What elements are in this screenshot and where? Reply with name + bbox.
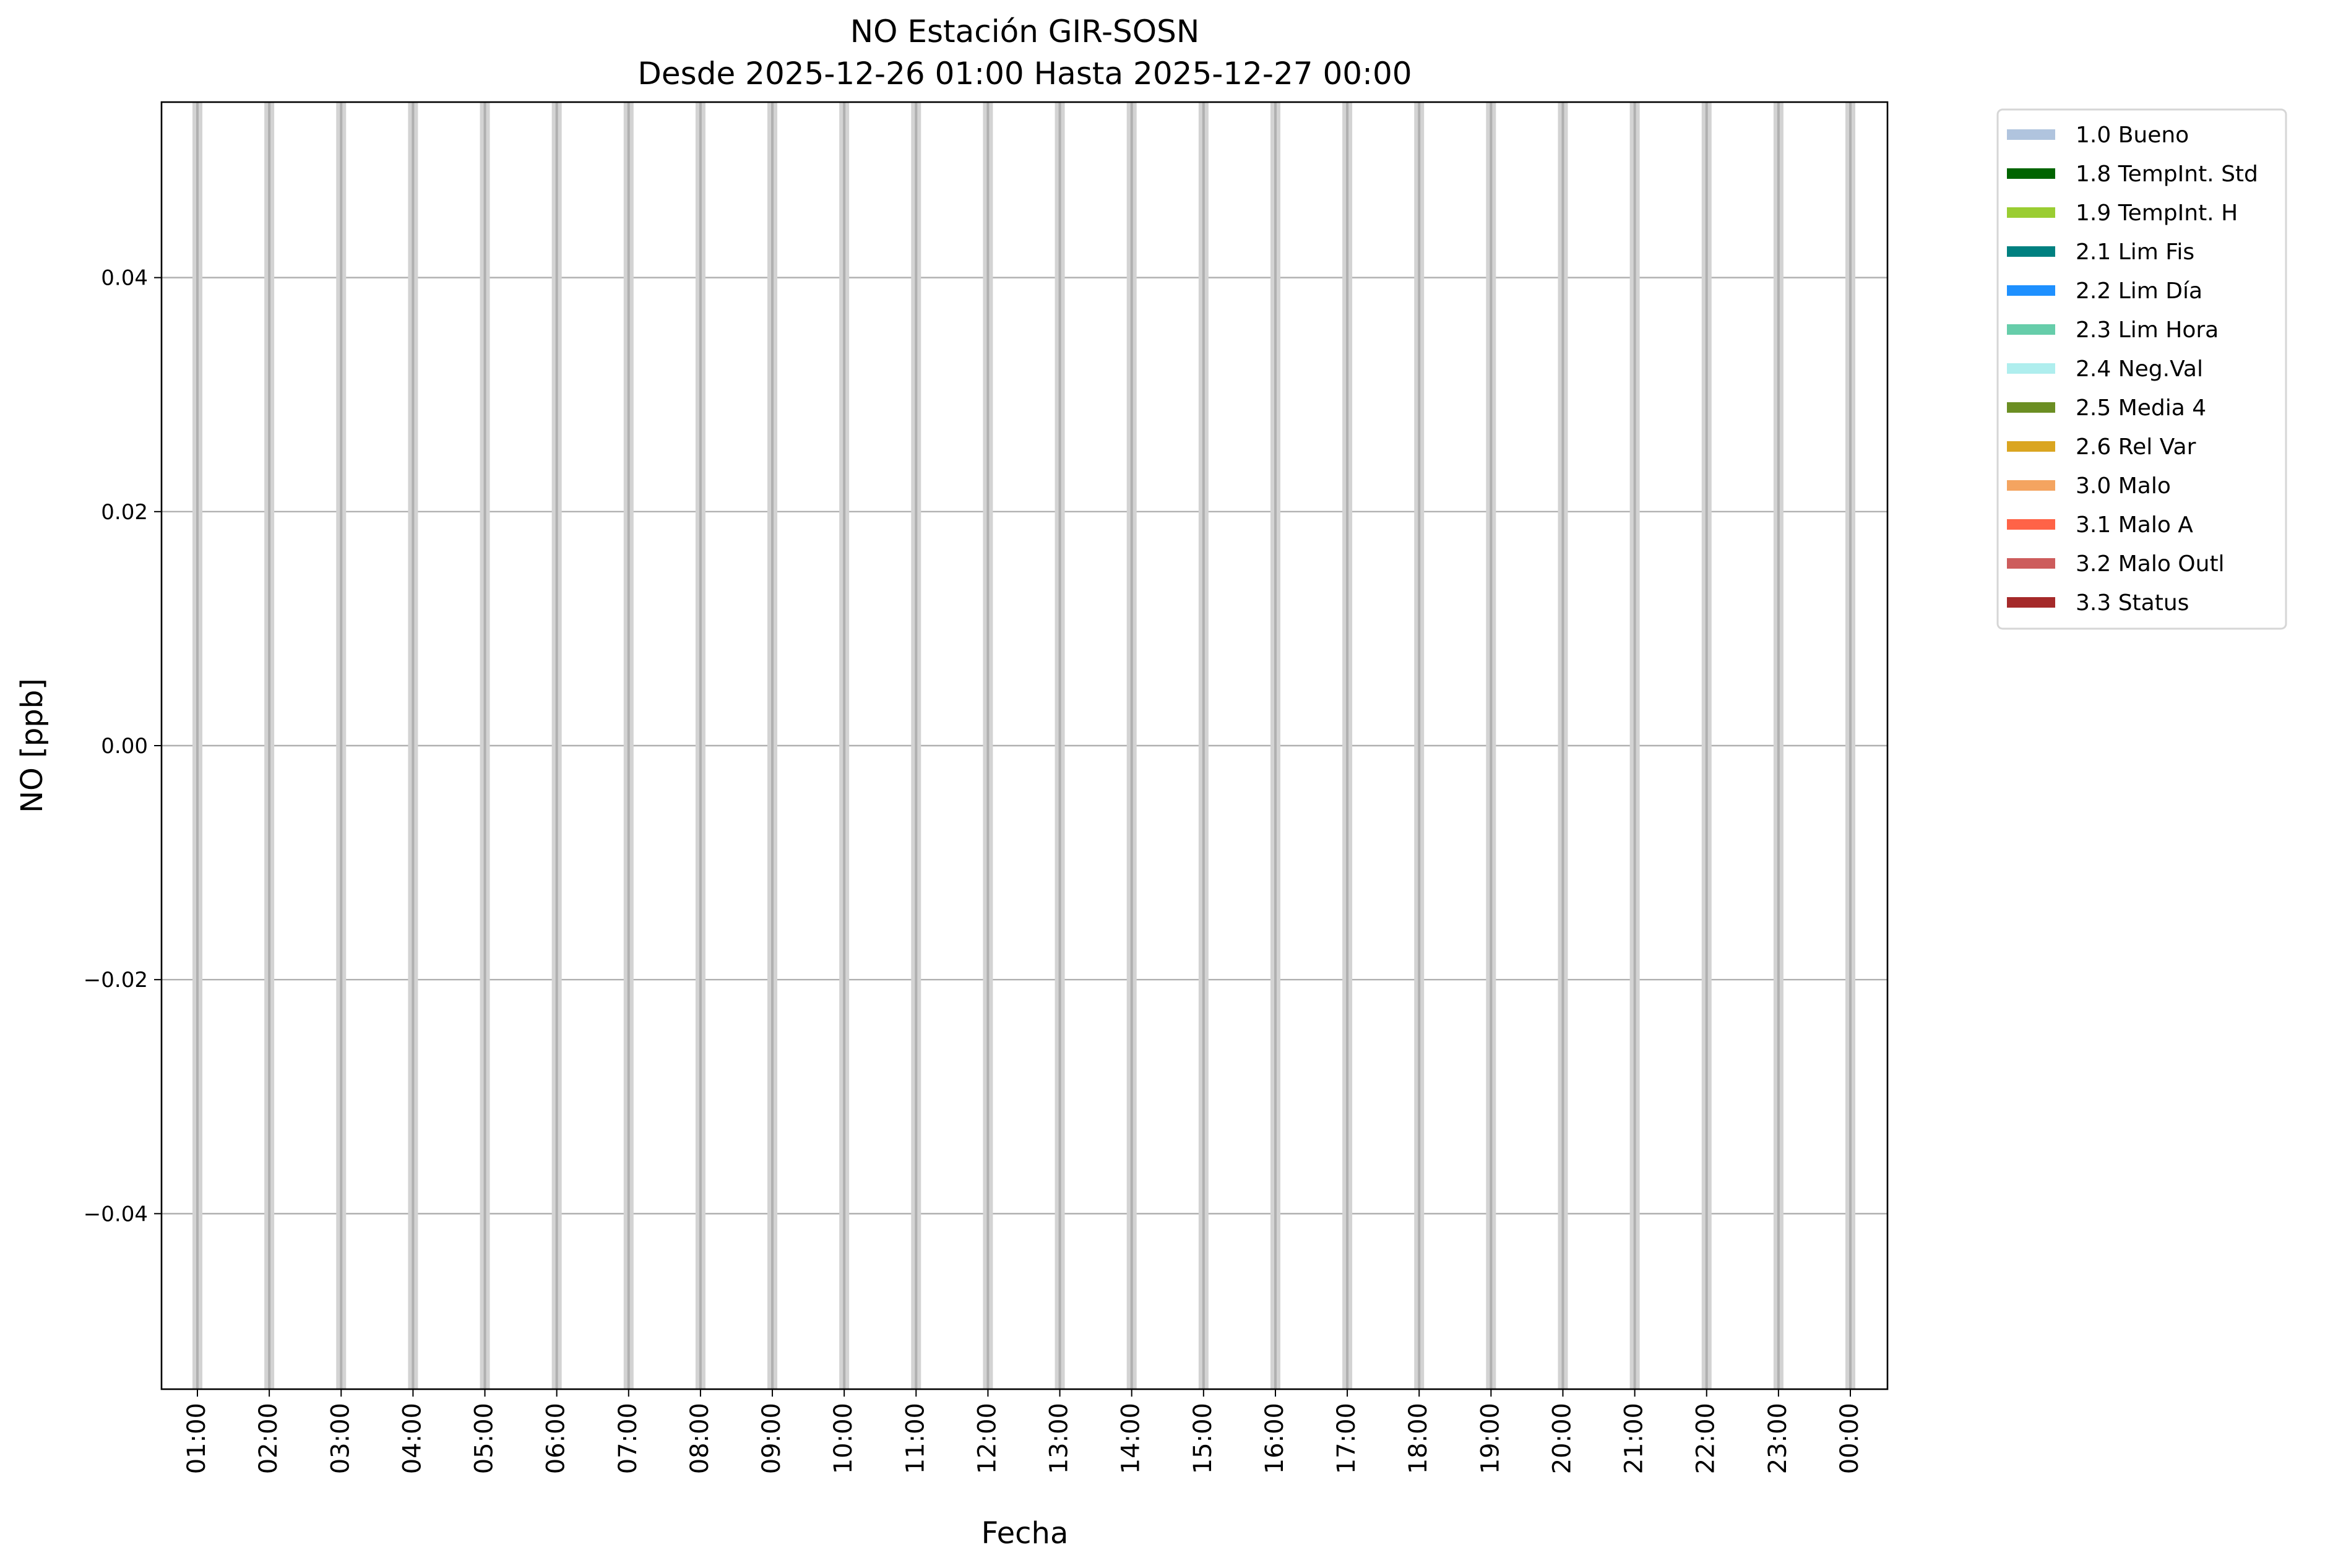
legend-swatch (2007, 324, 2055, 335)
plot-area: −0.04 −0.02 0.00 0.02 0.04 01:00 02:00 03:00 04:… (84, 101, 1889, 1474)
legend-label: 3.1 Malo A (2076, 512, 2193, 538)
x-tick-label: 02:00 (254, 1403, 283, 1474)
legend-swatch (2007, 597, 2055, 608)
x-tick-label: 09:00 (757, 1403, 786, 1474)
x-tick-label: 03:00 (326, 1403, 355, 1474)
legend-label: 3.3 Status (2076, 590, 2189, 616)
x-tick-label: 05:00 (470, 1403, 499, 1474)
legend-swatch (2007, 246, 2055, 257)
x-tick-label: 12:00 (973, 1403, 1001, 1474)
x-tick-label: 13:00 (1045, 1403, 1074, 1474)
legend-label: 3.2 Malo Outl (2076, 551, 2225, 577)
legend-label: 2.5 Media 4 (2076, 395, 2206, 421)
x-tick-label: 23:00 (1764, 1403, 1792, 1474)
y-tick-label: 0.00 (101, 734, 148, 759)
y-tick-label: 0.02 (101, 500, 148, 525)
legend-swatch (2007, 129, 2055, 140)
legend-swatch (2007, 168, 2055, 179)
x-axis-label: Fecha (981, 1516, 1069, 1551)
x-tick-label: 08:00 (686, 1403, 714, 1474)
x-tick-label: 14:00 (1117, 1403, 1145, 1474)
legend-label: 1.8 TempInt. Std (2076, 162, 2258, 187)
legend-swatch (2007, 441, 2055, 452)
y-axis-label: NO [ppb] (15, 678, 50, 813)
legend: 1.0 Bueno 1.8 TempInt. Std 1.9 TempInt. H 2… (1996, 108, 2287, 630)
x-tick-label: 00:00 (1835, 1403, 1864, 1474)
x-tick-label: 07:00 (614, 1403, 642, 1474)
legend-swatch (2007, 402, 2055, 413)
legend-label: 2.4 Neg.Val (2076, 356, 2203, 382)
x-tick-label: 19:00 (1476, 1403, 1504, 1474)
x-tick-label: 21:00 (1620, 1403, 1649, 1474)
legend-label: 1.9 TempInt. H (2076, 200, 2238, 226)
legend-swatch (2007, 519, 2055, 530)
chart-subtitle: Desde 2025-12-26 01:00 Hasta 2025-12-27 … (637, 56, 1412, 92)
legend-label: 2.2 Lim Día (2076, 278, 2202, 304)
legend-label: 2.6 Rel Var (2076, 434, 2196, 460)
x-tick-label: 04:00 (398, 1403, 426, 1474)
x-tick-label: 01:00 (183, 1403, 211, 1474)
legend-label: 2.1 Lim Fis (2076, 239, 2194, 265)
axes-frame (160, 101, 1889, 1390)
x-tick-label: 06:00 (542, 1403, 571, 1474)
x-tick-label: 20:00 (1548, 1403, 1576, 1474)
x-tick-label: 10:00 (829, 1403, 858, 1474)
y-tick-label: −0.02 (84, 968, 148, 993)
y-tick-label: 0.04 (101, 266, 148, 291)
x-tick-label: 15:00 (1189, 1403, 1217, 1474)
legend-swatch (2007, 207, 2055, 218)
y-tick-label: −0.04 (84, 1202, 148, 1226)
x-tick-label: 17:00 (1332, 1403, 1361, 1474)
x-tick-label: 22:00 (1692, 1403, 1720, 1474)
legend-swatch (2007, 480, 2055, 491)
legend-swatch (2007, 363, 2055, 374)
x-tick-label: 18:00 (1404, 1403, 1433, 1474)
x-tick-label: 11:00 (901, 1403, 930, 1474)
legend-label: 2.3 Lim Hora (2076, 317, 2219, 343)
legend-swatch (2007, 558, 2055, 569)
chart-title: NO Estación GIR-SOSN (850, 14, 1200, 50)
x-tick-label: 16:00 (1261, 1403, 1289, 1474)
legend-swatch (2007, 285, 2055, 296)
legend-label: 3.0 Malo (2076, 473, 2171, 499)
legend-label: 1.0 Bueno (2076, 123, 2189, 148)
legend-box (1996, 108, 2287, 630)
